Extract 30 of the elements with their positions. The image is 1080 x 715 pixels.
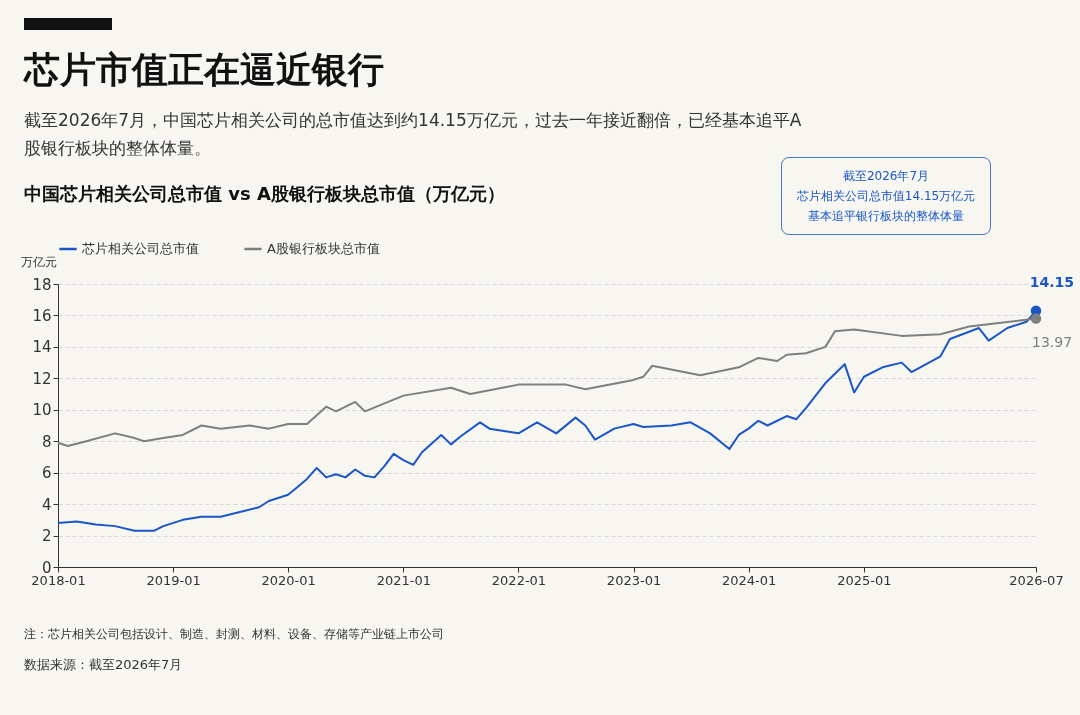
y-tick-label: 10: [32, 401, 52, 420]
x-tick-label: 2021-01: [376, 572, 432, 588]
y-tick-label: 8: [41, 432, 52, 451]
x-tick-label: 2023-01: [606, 572, 662, 588]
y-tick-label: 2: [41, 527, 52, 546]
chart-subtitle: 截至2026年7月，中国芯片相关公司的总市值达到约14.15万亿元，过去一年接近翻倍，已经基本追平A股银行板块的整体体量。: [24, 109, 803, 160]
y-tick-label: 4: [41, 495, 52, 514]
y-tick-label: 16: [32, 306, 52, 325]
x-tick-label: 2025-01: [837, 572, 892, 588]
text: 基本追平银行板块的整体体量: [807, 208, 965, 225]
x-tick-label: 2022-01: [491, 572, 547, 588]
chart-title: 芯片市值正在逼近银行: [24, 48, 384, 92]
y-tick-label: 12: [32, 369, 52, 388]
y-tick-label: 18: [32, 275, 52, 294]
legend-label: A股银行板块总市值: [267, 241, 380, 256]
annotation: 13.97: [1032, 333, 1073, 350]
x-tick-label: 2019-01: [146, 572, 201, 588]
y-axis-title: 万亿元: [20, 254, 57, 269]
y-tick-label: 6: [41, 464, 52, 483]
x-tick-label: 2026-07: [1009, 572, 1064, 588]
y-tick-label: 14: [32, 338, 52, 357]
annotation: 14.15: [1029, 273, 1074, 290]
x-tick-label: 2020-01: [261, 572, 316, 588]
legend-label: 芯片相关公司总市值: [81, 241, 199, 256]
text: 中国芯片相关公司总市值 vs A股银行板块总市值（万亿元）: [24, 182, 505, 206]
text: 截至2026年7月: [841, 168, 931, 185]
x-tick-label: 2024-01: [721, 572, 777, 588]
source-note: 数据来源：截至2026年7月: [24, 656, 183, 674]
text: 注：芯片相关公司包括设计、制造、封测、材料、设备、存储等产业链上市公司: [24, 626, 444, 643]
text: 芯片相关公司总市值14.15万亿元: [795, 188, 977, 205]
